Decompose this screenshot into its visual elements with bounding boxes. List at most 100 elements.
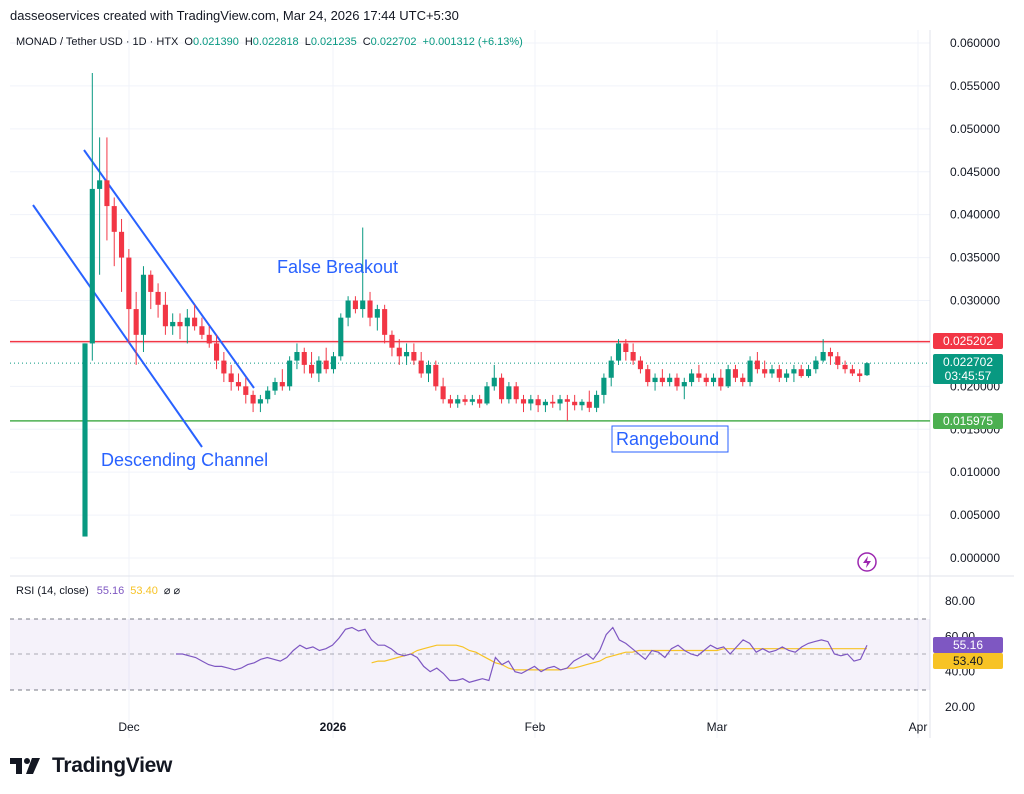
candle-body[interactable]	[184, 317, 190, 327]
candle-body[interactable]	[652, 377, 658, 383]
candle-body[interactable]	[111, 206, 117, 232]
candle-body[interactable]	[162, 304, 168, 327]
candle-body[interactable]	[484, 386, 490, 404]
rangebound-box[interactable]	[611, 425, 729, 453]
candle-body[interactable]	[133, 309, 139, 335]
candle-body[interactable]	[221, 360, 227, 374]
candle-body[interactable]	[433, 364, 439, 387]
candle-body[interactable]	[104, 180, 110, 207]
candle-body[interactable]	[477, 399, 483, 404]
rsi-line[interactable]	[176, 626, 868, 683]
candle-body[interactable]	[572, 401, 578, 406]
false-breakout-label[interactable]: False Breakout	[277, 257, 398, 277]
candle-body[interactable]	[615, 343, 622, 361]
candle-body[interactable]	[425, 364, 432, 374]
candle-body[interactable]	[352, 300, 358, 310]
candle-body[interactable]	[623, 343, 629, 352]
candle-body[interactable]	[491, 377, 497, 387]
rsi-lines[interactable]	[176, 626, 868, 683]
candle-body[interactable]	[140, 274, 147, 335]
candle-body[interactable]	[235, 382, 242, 387]
candle-body[interactable]	[279, 382, 285, 387]
candle-body[interactable]	[835, 356, 841, 365]
candle-body[interactable]	[550, 401, 556, 404]
candle-body[interactable]	[579, 401, 585, 406]
candle-body[interactable]	[447, 399, 453, 404]
rangebound-label[interactable]: Rangebound	[616, 429, 719, 449]
candle-body[interactable]	[674, 377, 680, 387]
candle-body[interactable]	[192, 317, 198, 327]
candle-body[interactable]	[309, 364, 315, 374]
candles[interactable]	[82, 73, 870, 537]
candle-body[interactable]	[725, 369, 731, 387]
candle-body[interactable]	[257, 399, 263, 404]
candle-body[interactable]	[148, 274, 154, 292]
candle-body[interactable]	[637, 360, 643, 370]
candle-body[interactable]	[586, 401, 592, 408]
candle-body[interactable]	[374, 309, 380, 318]
candle-body[interactable]	[272, 382, 278, 391]
candle-body[interactable]	[645, 369, 651, 383]
descending-channel-label[interactable]: Descending Channel	[101, 450, 268, 470]
candle-body[interactable]	[469, 399, 475, 402]
candle-body[interactable]	[820, 352, 826, 361]
candle-body[interactable]	[89, 188, 95, 344]
candle-body[interactable]	[367, 300, 373, 318]
candle-body[interactable]	[440, 386, 446, 400]
candle-body[interactable]	[360, 300, 366, 310]
candle-body[interactable]	[404, 352, 410, 357]
candle-body[interactable]	[418, 360, 424, 374]
candle-body[interactable]	[710, 377, 717, 383]
candle-body[interactable]	[338, 317, 344, 357]
lightning-icon[interactable]	[857, 552, 877, 572]
candle-body[interactable]	[630, 352, 636, 361]
candle-body[interactable]	[747, 360, 753, 383]
candle-body[interactable]	[213, 343, 220, 361]
candle-body[interactable]	[170, 321, 176, 327]
candle-body[interactable]	[455, 399, 461, 404]
tradingview-logo[interactable]: TradingView	[10, 754, 172, 778]
candle-body[interactable]	[396, 347, 402, 357]
candle-body[interactable]	[601, 377, 607, 395]
symbol-legend[interactable]: MONAD / Tether USD · 1D · HTX O0.021390 H0…	[16, 36, 523, 48]
candle-body[interactable]	[659, 377, 665, 383]
candle-body[interactable]	[535, 399, 541, 406]
candle-body[interactable]	[842, 364, 848, 370]
candle-body[interactable]	[155, 291, 161, 305]
channel-lower-line[interactable]	[32, 204, 203, 448]
candle-body[interactable]	[667, 377, 673, 383]
candle-body[interactable]	[323, 360, 329, 370]
candle-body[interactable]	[791, 369, 797, 374]
candle-body[interactable]	[827, 352, 834, 357]
candle-body[interactable]	[849, 369, 855, 374]
candle-body[interactable]	[301, 352, 307, 365]
channel-upper-line[interactable]	[83, 149, 255, 389]
candle-body[interactable]	[330, 356, 337, 370]
candle-body[interactable]	[177, 321, 183, 327]
candle-body[interactable]	[118, 231, 125, 258]
candle-body[interactable]	[250, 394, 256, 404]
horizontal-levels[interactable]	[10, 340, 930, 422]
candle-body[interactable]	[199, 326, 205, 335]
candle-body[interactable]	[681, 382, 687, 387]
candle-body[interactable]	[798, 369, 804, 377]
candle-body[interactable]	[506, 386, 512, 400]
candle-body[interactable]	[513, 386, 519, 400]
candle-body[interactable]	[520, 399, 527, 404]
candle-body[interactable]	[499, 377, 505, 400]
candle-body[interactable]	[718, 377, 724, 387]
candle-body[interactable]	[243, 386, 249, 395]
candle-body[interactable]	[316, 360, 322, 374]
candle-body[interactable]	[703, 377, 709, 383]
candle-body[interactable]	[608, 360, 614, 378]
candle-body[interactable]	[805, 369, 812, 377]
candle-body[interactable]	[411, 352, 417, 361]
candle-body[interactable]	[784, 373, 790, 378]
candle-body[interactable]	[389, 334, 395, 348]
candle-body[interactable]	[857, 373, 863, 377]
candle-body[interactable]	[564, 399, 570, 402]
candle-body[interactable]	[594, 394, 600, 408]
candle-body[interactable]	[287, 360, 293, 387]
candle-body[interactable]	[228, 373, 234, 383]
